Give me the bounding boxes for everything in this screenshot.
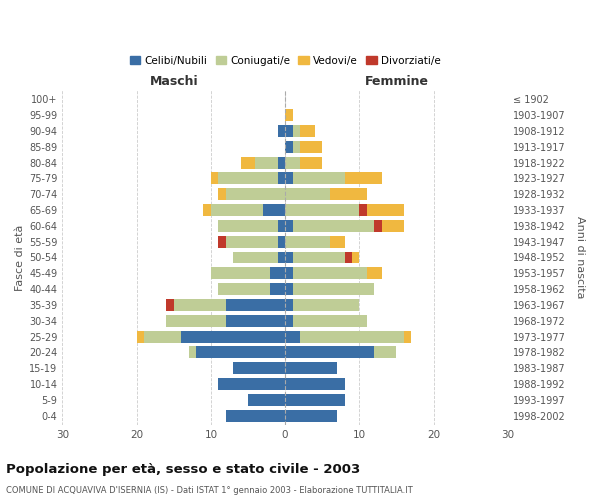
Bar bbox=[293, 125, 300, 137]
Text: Femmine: Femmine bbox=[364, 76, 428, 88]
Bar bbox=[211, 204, 263, 216]
Bar bbox=[263, 204, 285, 216]
Bar bbox=[300, 156, 322, 168]
Y-axis label: Fasce di età: Fasce di età bbox=[15, 224, 25, 290]
Bar bbox=[285, 125, 293, 137]
Bar bbox=[278, 252, 285, 264]
Bar bbox=[285, 220, 293, 232]
Bar bbox=[300, 125, 315, 137]
Bar bbox=[329, 188, 367, 200]
Bar bbox=[367, 204, 404, 216]
Bar bbox=[404, 330, 412, 342]
Bar bbox=[382, 220, 404, 232]
Bar bbox=[344, 252, 352, 264]
Bar bbox=[359, 204, 367, 216]
Bar bbox=[367, 268, 382, 279]
Legend: Celibi/Nubili, Coniugati/e, Vedovi/e, Divorziati/e: Celibi/Nubili, Coniugati/e, Vedovi/e, Di… bbox=[125, 52, 445, 70]
Bar bbox=[226, 299, 285, 311]
Bar bbox=[211, 268, 270, 279]
Bar bbox=[293, 283, 374, 295]
Bar bbox=[293, 252, 344, 264]
Bar bbox=[285, 172, 293, 184]
Bar bbox=[285, 299, 293, 311]
Bar bbox=[218, 220, 278, 232]
Bar bbox=[226, 236, 278, 248]
Bar bbox=[166, 315, 226, 326]
Bar bbox=[218, 378, 285, 390]
Bar bbox=[226, 188, 285, 200]
Bar bbox=[218, 236, 226, 248]
Bar bbox=[174, 299, 226, 311]
Bar bbox=[285, 141, 293, 152]
Bar bbox=[211, 172, 218, 184]
Text: Popolazione per età, sesso e stato civile - 2003: Popolazione per età, sesso e stato civil… bbox=[6, 462, 360, 475]
Bar bbox=[256, 156, 278, 168]
Bar bbox=[278, 156, 285, 168]
Bar bbox=[285, 330, 300, 342]
Bar bbox=[285, 378, 344, 390]
Bar bbox=[270, 283, 285, 295]
Bar bbox=[374, 220, 382, 232]
Bar bbox=[374, 346, 397, 358]
Bar bbox=[285, 236, 329, 248]
Bar bbox=[285, 346, 374, 358]
Bar bbox=[203, 204, 211, 216]
Bar bbox=[352, 252, 359, 264]
Bar bbox=[166, 299, 174, 311]
Bar bbox=[285, 252, 293, 264]
Bar bbox=[293, 268, 367, 279]
Bar bbox=[218, 172, 278, 184]
Bar bbox=[270, 268, 285, 279]
Bar bbox=[344, 172, 382, 184]
Text: COMUNE DI ACQUAVIVA D'ISERNIA (IS) - Dati ISTAT 1° gennaio 2003 - Elaborazione T: COMUNE DI ACQUAVIVA D'ISERNIA (IS) - Dat… bbox=[6, 486, 413, 495]
Bar bbox=[285, 268, 293, 279]
Bar bbox=[278, 236, 285, 248]
Bar bbox=[226, 315, 285, 326]
Bar bbox=[285, 109, 293, 121]
Bar bbox=[181, 330, 285, 342]
Bar bbox=[285, 362, 337, 374]
Bar bbox=[278, 125, 285, 137]
Bar bbox=[218, 283, 270, 295]
Text: Maschi: Maschi bbox=[149, 76, 198, 88]
Bar bbox=[233, 252, 278, 264]
Bar bbox=[293, 315, 367, 326]
Bar bbox=[293, 299, 359, 311]
Bar bbox=[300, 141, 322, 152]
Bar bbox=[293, 172, 344, 184]
Bar bbox=[293, 220, 374, 232]
Bar bbox=[278, 172, 285, 184]
Bar bbox=[285, 156, 300, 168]
Bar bbox=[285, 283, 293, 295]
Bar bbox=[248, 394, 285, 406]
Bar bbox=[285, 315, 293, 326]
Bar bbox=[233, 362, 285, 374]
Bar bbox=[226, 410, 285, 422]
Bar bbox=[137, 330, 144, 342]
Bar bbox=[144, 330, 181, 342]
Bar bbox=[218, 188, 226, 200]
Bar bbox=[285, 410, 337, 422]
Bar bbox=[285, 204, 359, 216]
Bar bbox=[188, 346, 196, 358]
Bar bbox=[278, 220, 285, 232]
Bar bbox=[285, 394, 344, 406]
Bar bbox=[329, 236, 344, 248]
Y-axis label: Anni di nascita: Anni di nascita bbox=[575, 216, 585, 298]
Bar bbox=[196, 346, 285, 358]
Bar bbox=[300, 330, 404, 342]
Bar bbox=[293, 141, 300, 152]
Bar bbox=[285, 188, 329, 200]
Bar bbox=[241, 156, 256, 168]
